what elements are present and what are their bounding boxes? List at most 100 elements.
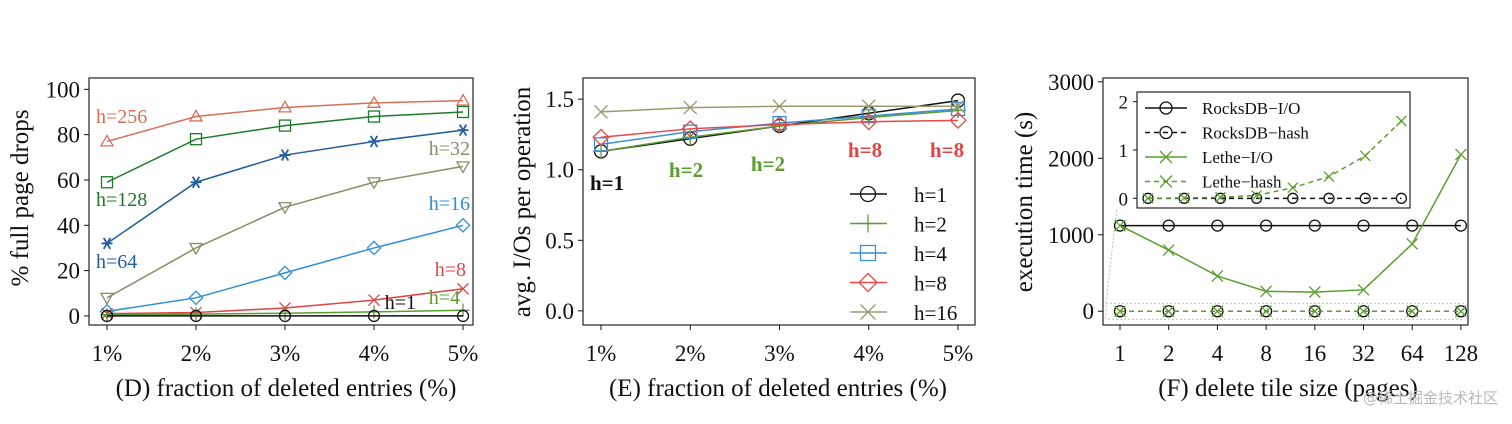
chart-D-y-tick-label: 100 <box>46 77 81 102</box>
chart-D-point-h=1 <box>100 309 114 323</box>
chart-D-series-h=64 <box>101 124 469 250</box>
chart-D-y-tick-label: 60 <box>57 168 80 193</box>
chart-E-annotation: h=8 <box>930 138 964 162</box>
chart-F-inset-point-RocksDB−hash <box>1323 192 1335 204</box>
chart-D-series-h=128 <box>100 105 470 189</box>
chart-D-series-label: h=4 <box>429 287 460 309</box>
chart-E-legend-label: h=16 <box>914 301 957 325</box>
chart-E-point-h=2 <box>771 118 788 134</box>
chart-F-point-RocksDB−I/O <box>1454 219 1468 232</box>
chart-F-inset-point-Lethe−hash <box>1359 150 1371 162</box>
chart-F-point-Lethe−I/O <box>1308 286 1321 299</box>
chart-F-point-Lethe−I/O <box>1114 219 1126 232</box>
chart-E-legend: h=1 h=2 h=4 h=8 h=16 <box>850 183 957 325</box>
chart-D-point-h=32 <box>366 177 382 190</box>
chart-D-point-h=64 <box>279 149 291 162</box>
chart-F-inset-y-tick-label: 1 <box>1119 141 1129 162</box>
chart-F-point-Lethe−I/O <box>1211 270 1224 283</box>
chart-D-point-h=1 <box>189 309 203 323</box>
chart-F-x-tick-label: 4 <box>1212 341 1224 366</box>
chart-F-inset-series-RocksDB−hash <box>1142 192 1408 204</box>
chart-E-annotation: h=8 <box>848 138 882 162</box>
chart-E-y-axis-label: avg. I/Os per operation <box>509 86 536 317</box>
chart-F-x-tick-label: 1 <box>1114 341 1126 366</box>
chart-F-legend-marker <box>1159 101 1173 115</box>
chart-F-point-Lethe−I/O <box>1357 283 1370 296</box>
chart-F-legend-label: RocksDB−I/O <box>1202 99 1300 118</box>
chart-E-legend-marker <box>860 304 876 320</box>
chart-D-series-label: h=256 <box>96 106 147 128</box>
chart-F-legend-label: Lethe−I/O <box>1202 148 1273 167</box>
chart-E-x-tick-label: 2% <box>675 341 706 366</box>
chart-D-point-h=16 <box>366 240 382 256</box>
chart-F-y-tick-label: 2000 <box>1048 146 1094 171</box>
chart-F-inset-y-tick-label: 2 <box>1119 93 1129 114</box>
chart-D-point-h=256 <box>455 93 471 106</box>
chart-F-inset-point-Lethe−hash <box>1287 182 1299 194</box>
chart-E-x-tick-label: 3% <box>764 341 795 366</box>
chart-F-point-RocksDB−I/O <box>1308 219 1321 232</box>
chart-D-point-h=16 <box>455 217 471 233</box>
chart-E-point-h=4 <box>861 108 876 124</box>
chart-E-point-h=8 <box>949 111 967 130</box>
chart-D-series-h=256 <box>99 93 471 147</box>
chart-E-point-h=16 <box>683 100 698 115</box>
chart-D-line-h=256 <box>106 99 464 143</box>
chart-E-legend-marker <box>859 244 877 262</box>
chart-D-series-label: h=16 <box>429 193 470 215</box>
chart-F-legend-label: Lethe−hash <box>1202 173 1282 192</box>
chart-F-point-RocksDB−I/O <box>1259 219 1273 232</box>
chart-D-series-label: h=128 <box>96 189 147 211</box>
chart-D-series-h=32 <box>99 161 471 306</box>
chart-E-legend-marker <box>858 272 878 293</box>
watermark: @稀土掘金技术社区 <box>1362 389 1498 407</box>
chart-F-y-tick-label: 1000 <box>1048 223 1094 248</box>
chart-F-y-tick-label: 3000 <box>1048 70 1094 95</box>
chart-F-line-Lethe−I/O <box>1119 154 1462 293</box>
chart-D-line-h=128 <box>106 111 464 183</box>
chart-D-x-tick-label: 3% <box>270 341 301 366</box>
chart-D-point-h=64 <box>101 237 113 250</box>
chart-F-inset-point-Lethe−hash <box>1178 192 1190 204</box>
chart-D-series-label: h=1 <box>385 292 416 314</box>
chart-D-y-axis-label: % full page drops <box>7 109 34 286</box>
chart-F-point-Lethe−hash <box>1406 305 1419 318</box>
chart-E-series-h=2 <box>593 102 966 160</box>
chart-E-legend-label: h=2 <box>914 213 947 237</box>
chart-D-point-h=256 <box>99 134 115 147</box>
chart-E-point-h=16 <box>951 99 965 114</box>
chart-D-point-h=1 <box>278 309 292 323</box>
panel-d-full-page-drops: 0 20 40 60 80 100 1% 2% 3% 4% 5% (D) fraction of de… <box>7 77 478 402</box>
chart-F-point-RocksDB−hash <box>1259 305 1273 318</box>
chart-F-legend-marker <box>1159 175 1173 188</box>
chart-E-point-h=4 <box>593 137 609 152</box>
chart-D-point-h=128 <box>189 133 203 146</box>
chart-D-point-h=256 <box>277 100 293 113</box>
chart-D-line-h=16 <box>106 224 464 313</box>
chart-E-y-tick-label: 1.5 <box>545 87 574 112</box>
chart-F-y-tick-label: 0 <box>1083 299 1095 324</box>
chart-F-inset-point-Lethe−hash <box>1214 191 1226 203</box>
chart-F-plot-frame <box>1102 77 1469 326</box>
chart-E-y-tick-label: 0.0 <box>545 299 574 324</box>
chart-E-point-h=8 <box>770 115 789 134</box>
chart-E-point-h=8 <box>592 128 610 146</box>
chart-F-point-Lethe−I/O <box>1406 237 1419 250</box>
chart-F-inset-point-RocksDB−hash <box>1214 192 1227 204</box>
panel-e-ios-per-operation: 0.0 0.5 1.0 1.5 1% 2% 3% 4% 5% (E) fraction of de… <box>509 77 976 402</box>
chart-F-point-RocksDB−I/O <box>1211 219 1224 232</box>
chart-F-inset-point-Lethe−hash <box>1251 189 1263 201</box>
chart-F-x-axis-label: (F) delete tile size (pages) <box>1158 375 1418 402</box>
chart-F-legend: RocksDB−I/O RocksDB−hash Lethe−I/O Lethe−ha… <box>1145 99 1309 192</box>
chart-D-point-h=64 <box>190 176 202 189</box>
chart-D-x-tick-label: 5% <box>448 341 479 366</box>
chart-E-series-h=16 <box>594 99 965 119</box>
chart-E-legend-label: h=4 <box>914 242 947 266</box>
chart-F-point-Lethe−hash <box>1454 305 1467 318</box>
chart-F-inset-point-Lethe−hash <box>1395 115 1407 127</box>
chart-F-point-Lethe−I/O <box>1260 285 1273 298</box>
chart-D-series-label: h=8 <box>435 259 466 281</box>
chart-E-y-tick-label: 1.0 <box>545 158 574 183</box>
chart-F-point-Lethe−I/O <box>1162 244 1175 257</box>
chart-D-point-h=256 <box>188 109 204 122</box>
